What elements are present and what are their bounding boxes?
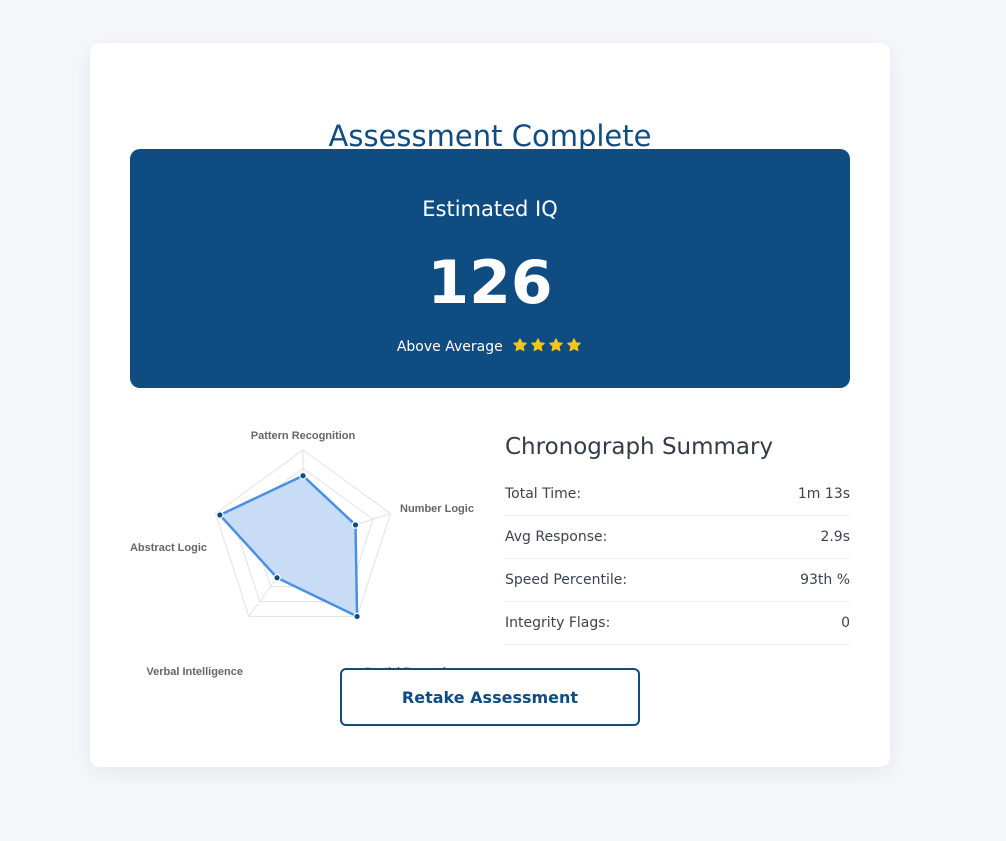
summary-label: Avg Response: [505,529,608,545]
radar-axis-label: Pattern Recognition [251,430,356,442]
summary-row-speed-percentile: Speed Percentile: 93th % [505,559,850,602]
summary-title: Chronograph Summary [505,434,774,460]
star-icon [567,338,581,352]
star-icon [531,338,545,352]
iq-rating-line: Above Average [130,337,850,357]
radar-axis-label: Number Logic [400,503,474,515]
page-title: Assessment Complete [328,119,652,154]
radar-data-point [351,521,360,529]
radar-data-point [299,471,307,480]
star-icon [513,338,527,352]
radar-data-point [353,612,361,621]
summary-row-avg-response: Avg Response: 2.9s [505,516,850,559]
iq-rating-text: Above Average [396,339,503,355]
summary-value: 0 [841,615,850,631]
radar-series-area [218,474,359,618]
chronograph-summary: Chronograph Summary Total Time: 1m 13s A… [505,429,850,645]
iq-score: 126 [427,248,553,318]
rating-stars [511,338,583,355]
radar-grid-ring [214,449,392,617]
radar-data-point [273,573,281,582]
iq-result-banner: Estimated IQ 126 Above Average [130,149,850,388]
summary-value: 1m 13s [797,486,850,502]
retake-assessment-button[interactable]: Retake Assessment [340,668,640,726]
summary-row-total-time: Total Time: 1m 13s [505,473,850,516]
radar-axis-label: Abstract Logic [130,542,207,554]
star-icon [549,338,563,352]
iq-label: Estimated IQ [422,197,558,221]
summary-label: Total Time: [505,486,582,502]
radar-data-point [216,511,224,519]
summary-row-integrity-flags: Integrity Flags: 0 [505,602,850,645]
summary-value: 2.9s [820,529,850,545]
summary-value: 93th % [800,572,850,588]
radar-axis-label: Verbal Intelligence [146,666,243,678]
summary-label: Integrity Flags: [505,615,611,631]
results-card: Assessment Complete Estimated IQ 126 Abo… [90,43,890,767]
summary-label: Speed Percentile: [505,572,628,588]
